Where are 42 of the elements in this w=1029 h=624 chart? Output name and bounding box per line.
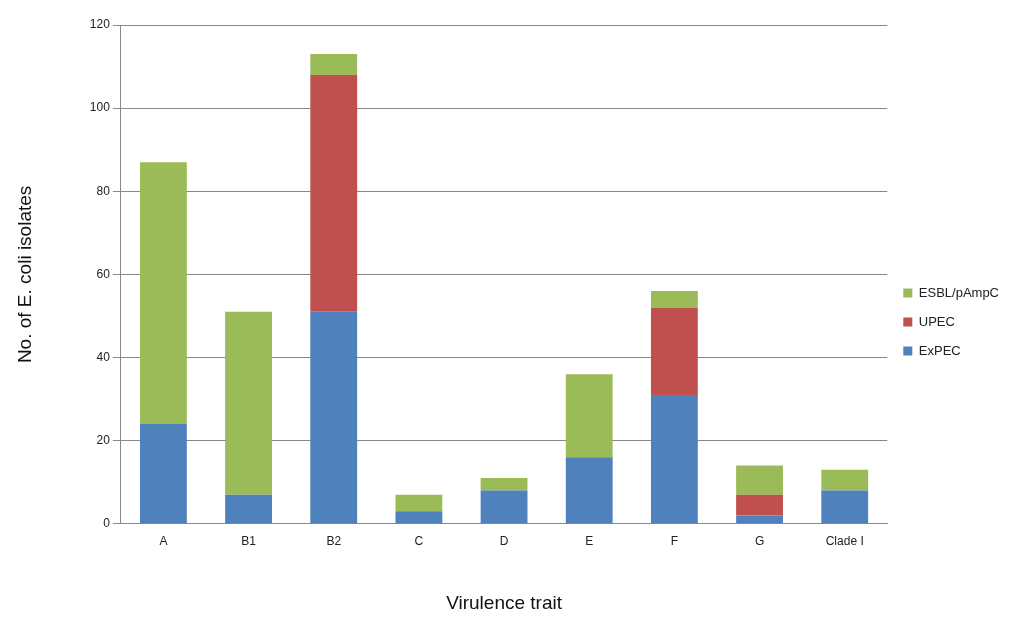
bar — [310, 74, 358, 312]
y-tick-label: 0 — [103, 516, 111, 531]
x-tick-label: B1 — [241, 534, 257, 549]
x-tick-label: A — [159, 534, 168, 549]
x-tick-label: E — [585, 534, 594, 549]
y-tick-label: 100 — [89, 100, 111, 115]
legend-label: ESBL/pAmpC — [918, 284, 999, 300]
bar — [821, 490, 869, 524]
legend-label: UPEC — [918, 313, 955, 329]
y-tick-label: 20 — [96, 432, 111, 447]
y-tick-label: 120 — [89, 17, 111, 32]
bar — [395, 494, 443, 512]
bar — [480, 490, 528, 524]
x-tick-label: C — [414, 534, 424, 549]
bar — [565, 457, 613, 524]
x-tick-label: B2 — [326, 534, 342, 549]
x-tick-label: Clade I — [825, 534, 864, 549]
bar — [821, 469, 869, 491]
x-tick-label: D — [499, 534, 509, 549]
x-tick-label: F — [670, 534, 679, 549]
bar — [736, 515, 783, 524]
bar — [565, 374, 613, 458]
x-axis-title: Virulence trait — [446, 591, 563, 613]
y-tick-label: 80 — [96, 183, 111, 198]
y-tick-label: 60 — [96, 266, 111, 281]
bar — [139, 162, 187, 425]
legend-label: ExPEC — [918, 342, 961, 358]
bar — [139, 424, 187, 524]
bar — [310, 54, 358, 75]
bar — [225, 311, 272, 495]
bar — [736, 465, 783, 495]
bar — [650, 291, 698, 308]
bar — [395, 511, 443, 524]
bar — [650, 307, 698, 395]
x-tick-label: G — [754, 534, 765, 549]
y-tick-label: 40 — [96, 349, 111, 364]
y-axis-title: No. of E. coli isolates — [13, 185, 35, 364]
bar — [650, 394, 698, 524]
bar — [310, 311, 358, 524]
bar — [480, 478, 528, 491]
bar — [736, 494, 783, 516]
bar — [225, 494, 272, 524]
